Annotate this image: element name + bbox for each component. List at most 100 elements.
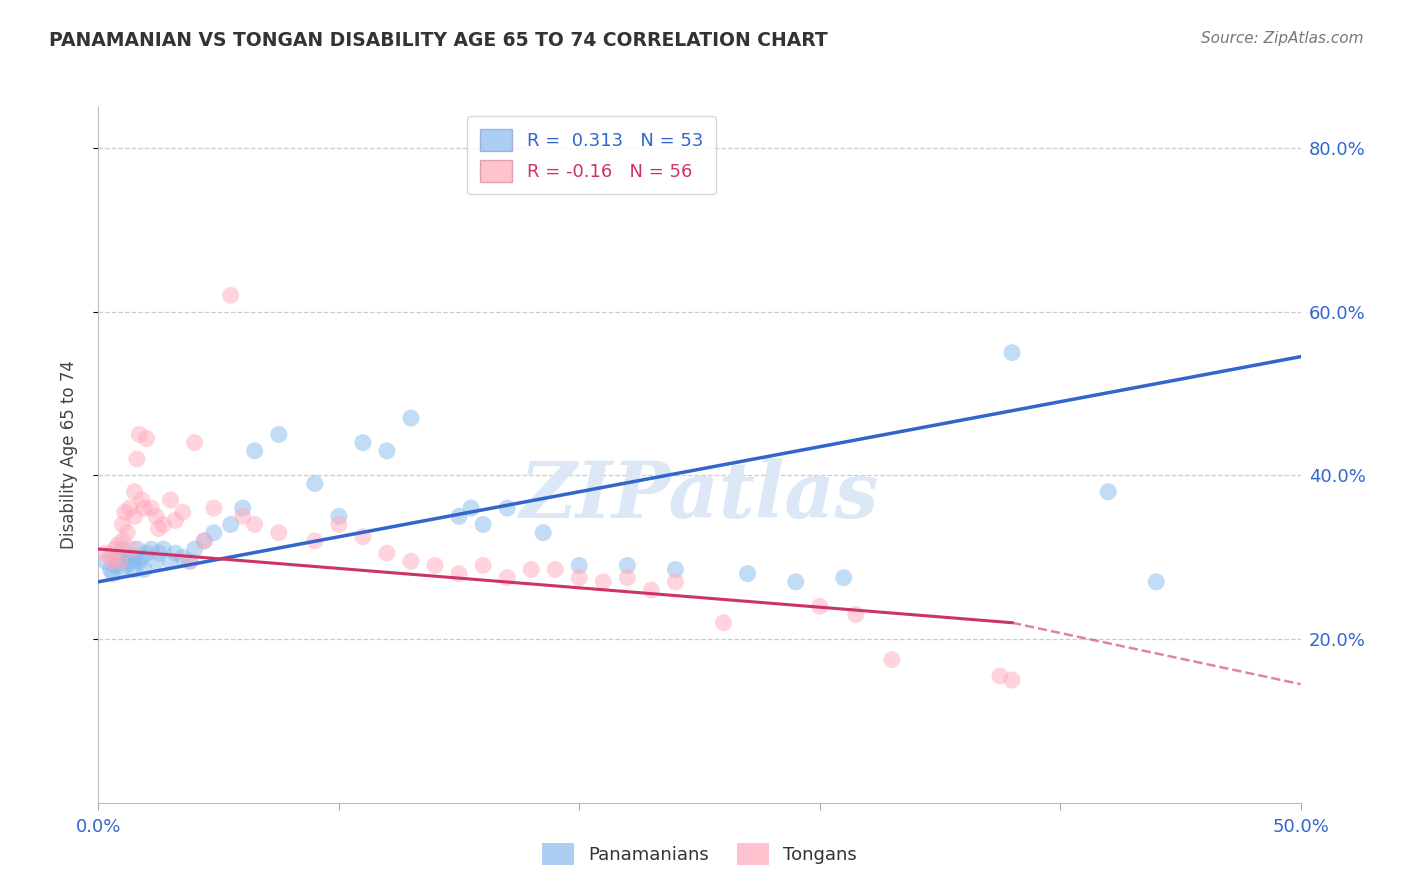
Point: [664, 562, 686, 576]
Point: [114, 554, 136, 568]
Text: Source: ZipAtlas.com: Source: ZipAtlas.com: [1201, 31, 1364, 46]
Point: [352, 530, 374, 544]
Point: [375, 443, 398, 458]
Point: [128, 427, 150, 442]
Point: [219, 288, 242, 302]
Point: [101, 566, 124, 581]
Point: [114, 505, 136, 519]
Point: [640, 582, 662, 597]
Point: [193, 533, 215, 548]
Point: [592, 574, 614, 589]
Point: [135, 432, 157, 446]
Point: [1001, 345, 1024, 359]
Point: [111, 562, 134, 576]
Text: ZIPatlas: ZIPatlas: [520, 458, 879, 535]
Point: [399, 411, 422, 425]
Point: [375, 546, 398, 560]
Point: [1001, 673, 1024, 687]
Text: PANAMANIAN VS TONGAN DISABILITY AGE 65 TO 74 CORRELATION CHART: PANAMANIAN VS TONGAN DISABILITY AGE 65 T…: [49, 31, 828, 50]
Point: [128, 554, 150, 568]
Point: [496, 571, 519, 585]
Point: [132, 562, 155, 576]
Point: [152, 517, 174, 532]
Point: [880, 652, 903, 666]
Point: [988, 669, 1011, 683]
Point: [132, 501, 155, 516]
Point: [104, 542, 127, 557]
Point: [121, 542, 143, 557]
Point: [179, 554, 201, 568]
Point: [304, 533, 326, 548]
Point: [148, 546, 170, 560]
Point: [124, 562, 146, 576]
Point: [832, 571, 855, 585]
Point: [785, 574, 807, 589]
Point: [328, 517, 350, 532]
Point: [616, 558, 638, 573]
Point: [544, 562, 567, 576]
Point: [423, 558, 446, 573]
Point: [713, 615, 735, 630]
Point: [108, 554, 131, 568]
Point: [267, 427, 290, 442]
Point: [304, 476, 326, 491]
Point: [94, 554, 117, 568]
Point: [118, 501, 141, 516]
Point: [183, 435, 205, 450]
Point: [243, 517, 266, 532]
Point: [1144, 574, 1167, 589]
Point: [125, 542, 148, 557]
Point: [159, 554, 181, 568]
Point: [148, 522, 170, 536]
Point: [124, 550, 146, 565]
Point: [1097, 484, 1119, 499]
Point: [232, 509, 254, 524]
Point: [141, 501, 163, 516]
Point: [267, 525, 290, 540]
Point: [202, 501, 225, 516]
Point: [152, 542, 174, 557]
Point: [568, 571, 591, 585]
Point: [145, 509, 167, 524]
Point: [737, 566, 759, 581]
Point: [219, 517, 242, 532]
Point: [121, 554, 143, 568]
Point: [616, 571, 638, 585]
Point: [107, 554, 129, 568]
Point: [460, 501, 482, 516]
Y-axis label: Disability Age 65 to 74: Disability Age 65 to 74: [59, 360, 77, 549]
Point: [117, 525, 139, 540]
Point: [193, 533, 215, 548]
Point: [447, 509, 470, 524]
Point: [172, 550, 194, 565]
Point: [108, 550, 131, 565]
Point: [472, 558, 495, 573]
Point: [531, 525, 554, 540]
Point: [165, 513, 187, 527]
Point: [232, 501, 254, 516]
Point: [117, 558, 139, 573]
Point: [664, 574, 686, 589]
Point: [104, 558, 127, 573]
Point: [179, 554, 201, 568]
Point: [100, 550, 122, 565]
Point: [100, 562, 122, 576]
Point: [111, 517, 134, 532]
Point: [107, 538, 129, 552]
Point: [202, 525, 225, 540]
Point: [145, 554, 167, 568]
Point: [135, 546, 157, 560]
Point: [399, 554, 422, 568]
Point: [131, 550, 153, 565]
Point: [131, 492, 153, 507]
Point: [125, 452, 148, 467]
Legend: Panamanians, Tongans: Panamanians, Tongans: [533, 834, 866, 874]
Point: [845, 607, 868, 622]
Point: [496, 501, 519, 516]
Point: [111, 533, 134, 548]
Point: [159, 492, 181, 507]
Point: [118, 550, 141, 565]
Point: [447, 566, 470, 581]
Point: [165, 546, 187, 560]
Point: [101, 554, 124, 568]
